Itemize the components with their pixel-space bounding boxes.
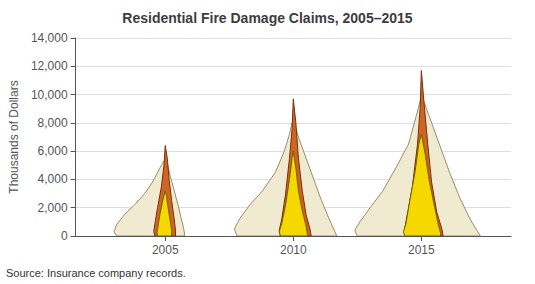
svg-text:Thousands of Dollars: Thousands of Dollars bbox=[7, 80, 21, 193]
svg-text:6,000: 6,000 bbox=[38, 144, 68, 158]
svg-text:0: 0 bbox=[61, 229, 68, 243]
svg-text:2,000: 2,000 bbox=[38, 201, 68, 215]
svg-text:2005: 2005 bbox=[152, 243, 179, 257]
svg-text:2010: 2010 bbox=[280, 243, 307, 257]
svg-text:12,000: 12,000 bbox=[31, 59, 68, 73]
svg-text:8,000: 8,000 bbox=[38, 116, 68, 130]
svg-text:2015: 2015 bbox=[408, 243, 435, 257]
svg-text:14,000: 14,000 bbox=[31, 31, 68, 45]
svg-text:Residential Fire Damage Claims: Residential Fire Damage Claims, 2005–201… bbox=[122, 10, 412, 26]
svg-text:Source: Insurance company reco: Source: Insurance company records. bbox=[6, 267, 186, 279]
svg-text:10,000: 10,000 bbox=[31, 88, 68, 102]
svg-text:4,000: 4,000 bbox=[38, 172, 68, 186]
